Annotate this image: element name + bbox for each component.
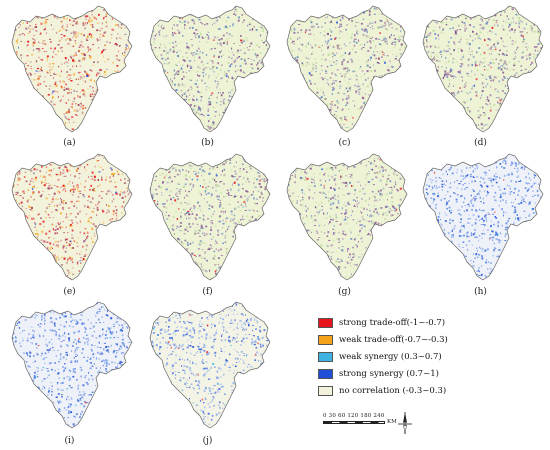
scale-bar-ticks: 0 30 60 120 180 240 [323,413,385,419]
legend-item-no-correlation: no correlation (-0.3~0.3) [318,382,548,399]
legend-item-strong-synergy: strong synergy (0.7~1) [318,365,548,382]
scale-bar-graphic [323,421,385,424]
region-fill [150,154,270,280]
legend-label: weak synergy (0.3~0.7) [339,351,442,362]
map-b [149,5,271,133]
map-j [149,301,271,429]
legend-swatch [318,351,333,362]
region-outline [149,301,271,429]
region-outline [11,301,133,429]
scale-bar: 0 30 60 120 180 240 KM [323,413,403,433]
map-i [11,301,133,429]
region-outline [422,5,544,133]
map-a [11,5,133,133]
region-outline [11,153,133,281]
legend: strong trade-off(-1~-0.7) weak trade-off… [318,314,548,399]
legend-item-weak-synergy: weak synergy (0.3~0.7) [318,348,548,365]
map-panel-a [2,2,137,137]
panel-label-d: (d) [474,138,487,148]
map-panel-e [2,150,137,285]
legend-item-strong-trade-off: strong trade-off(-1~-0.7) [318,314,548,331]
panel-label-a: (a) [63,138,76,148]
map-g [286,153,408,281]
map-panel-c [277,2,412,137]
panel-label-j: (j) [202,436,213,446]
legend-swatch [318,317,333,328]
region-outline [149,5,271,133]
map-panel-g [277,150,412,285]
region-fill [423,6,543,132]
map-d [422,5,544,133]
region-fill [12,302,132,428]
panel-label-e: (e) [63,287,76,297]
panel-label-g: (g) [338,287,351,297]
panel-label-f: (f) [202,287,213,297]
region-fill [12,6,132,132]
legend-label: weak trade-off(-0.7~-0.3) [339,334,448,345]
map-f [149,153,271,281]
legend-label: strong trade-off(-1~-0.7) [339,317,446,328]
legend-label: no correlation (-0.3~0.3) [339,385,447,396]
region-outline [286,5,408,133]
map-panel-f [140,150,275,285]
region-fill [150,6,270,132]
map-panel-i [2,298,137,433]
legend-label: strong synergy (0.7~1) [339,368,439,379]
legend-item-weak-trade-off: weak trade-off(-0.7~-0.3) [318,331,548,348]
map-panel-j [140,298,275,433]
map-panel-b [140,2,275,137]
region-outline [149,153,271,281]
region-outline [286,153,408,281]
legend-swatch [318,334,333,345]
north-arrow-icon [396,411,414,435]
panel-label-i: (i) [64,436,75,446]
region-fill [287,154,407,280]
region-fill [150,302,270,428]
map-c [286,5,408,133]
legend-swatch [318,385,333,396]
map-panel-d [413,2,548,137]
legend-swatch [318,368,333,379]
region-fill [12,154,132,280]
panel-label-c: (c) [338,138,351,148]
region-outline [11,5,133,133]
scale-bar-unit: KM [387,419,397,425]
region-fill [423,154,543,280]
panel-label-h: (h) [474,287,487,297]
map-h [422,153,544,281]
map-e [11,153,133,281]
panel-label-b: (b) [201,138,214,148]
region-outline [422,153,544,281]
map-panel-h [413,150,548,285]
